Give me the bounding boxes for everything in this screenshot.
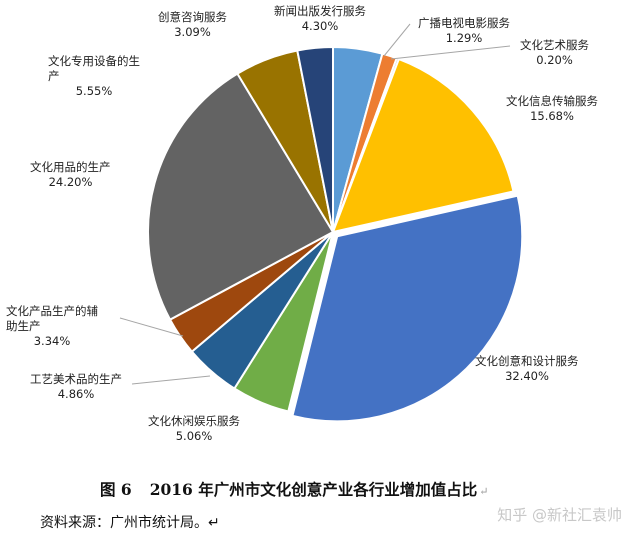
figure-title: 2016 年广州市文化创意产业各行业增加值占比 [149,480,478,499]
slice-label-value: 3.34% [33,334,71,348]
slice-label: 文化休闲娱乐服务 5.06% [148,414,240,444]
slice-label: 新闻出版发行服务 4.30% [274,4,366,34]
slice-label: 文化用品的生产 24.20% [30,160,111,190]
slice-label-name: 创意咨询服务 [158,10,227,24]
slice-label: 文化产品生产的辅 助生产 3.34% [6,304,98,349]
slice-label-name: 文化创意和设计服务 [475,354,579,368]
slice-label-value: 24.20% [48,175,93,189]
watermark: 知乎 @新社汇袁帅 [497,506,622,524]
slice-label-value: 5.55% [75,84,113,98]
slice-label: 创意咨询服务 3.09% [158,10,227,40]
paragraph-mark-icon: ↵ [479,485,489,498]
slice-label-value: 32.40% [505,369,549,383]
slice-label-name: 文化艺术服务 [520,38,589,52]
slice-label-value: 4.86% [57,387,95,401]
figure-number: 图 6 [100,480,132,499]
pie-slice [331,57,515,234]
slice-label: 文化艺术服务 0.20% [520,38,589,68]
slice-label-name: 新闻出版发行服务 [274,4,366,18]
leader-line [131,375,211,385]
slice-label: 工艺美术品的生产 4.86% [30,372,122,402]
slice-label: 文化专用设备的生产 5.55% [48,54,140,99]
pie-chart-area: 新闻出版发行服务 4.30% 广播电视电影服务 1.29% 文化艺术服务 0.20% 文化信… [6,4,598,444]
slice-label-value: 4.30% [301,19,339,33]
slice-label-value: 3.09% [174,25,211,39]
slice-label-name: 文化用品的生产 [30,160,111,174]
slice-label-name: 工艺美术品的生产 [30,372,122,386]
slice-label-name: 文化专用设备的生产 [48,54,140,83]
leader-line [383,23,411,57]
pie-slice [291,194,524,423]
slice-label: 文化创意和设计服务 32.40% [475,354,579,384]
source-note: 资料来源：广州市统计局。↵ [40,515,220,531]
pie-chart [119,23,524,423]
slice-label-value: 0.20% [536,53,573,67]
leader-line [390,45,511,60]
slice-label-value: 5.06% [175,429,213,443]
figure-caption: 图 6 2016 年广州市文化创意产业各行业增加值占比 ↵ [100,478,580,500]
slice-label: 文化信息传输服务 15.68% [506,94,598,124]
slice-label-value: 15.68% [530,109,574,123]
slice-label-name: 文化产品生产的辅 助生产 [6,304,98,333]
pie-slice [296,45,334,233]
pie-slice [147,72,335,321]
slice-label-name: 广播电视电影服务 [418,16,510,30]
slice-label: 广播电视电影服务 1.29% [418,16,510,46]
slice-label-name: 文化信息传输服务 [506,94,598,108]
slice-label-name: 文化休闲娱乐服务 [148,414,240,428]
leader-line [119,317,184,337]
slice-label-value: 1.29% [445,31,483,45]
